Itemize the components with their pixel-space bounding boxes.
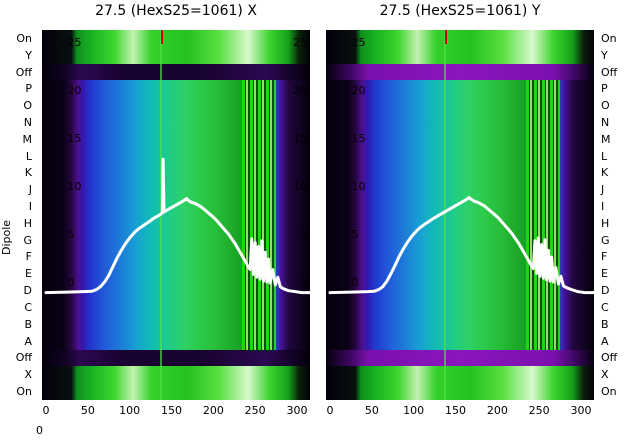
x-axis-ticks-right: 0 50 100 150 200 250 300 — [326, 404, 594, 418]
x-tick-label: 50 — [364, 404, 379, 417]
x-tick-label: 200 — [486, 404, 508, 417]
row-label: H — [23, 216, 32, 230]
red-marker-tick — [444, 30, 447, 44]
row-label: X — [601, 368, 609, 382]
dipole-row-labels-left: On Y Off P O N M L K J I H G F E D C B A Off X On — [0, 30, 32, 400]
row-label: Off — [601, 351, 618, 365]
x-tick-label: 100 — [403, 404, 425, 417]
row-label: Y — [25, 48, 32, 62]
x-tick-label: 50 — [80, 404, 95, 417]
row-label: K — [601, 166, 609, 180]
row-label: L — [25, 149, 32, 163]
row-label: I — [28, 200, 32, 214]
row-label: Off — [15, 351, 32, 365]
x-tick-label: 0 — [326, 404, 334, 417]
x-tick-label: 300 — [570, 404, 592, 417]
row-label: Y — [601, 48, 608, 62]
x-tick-label: 100 — [119, 404, 141, 417]
row-label: N — [23, 115, 32, 129]
profile-line — [44, 157, 310, 295]
row-label: C — [601, 300, 609, 314]
row-label: K — [24, 166, 32, 180]
row-label: J — [28, 183, 32, 197]
plot-title-x: 27.5 (HexS25=1061) X — [95, 3, 257, 19]
band-off-top — [42, 63, 310, 81]
red-marker-tick — [160, 30, 163, 44]
band-off-bottom — [326, 349, 594, 367]
row-label: P — [601, 82, 608, 96]
row-label: On — [601, 384, 617, 398]
row-label: E — [25, 267, 32, 281]
row-label: F — [25, 250, 32, 264]
row-label: P — [25, 82, 32, 96]
band-on-y — [326, 30, 594, 64]
green-spike-line — [443, 30, 446, 400]
row-label: I — [601, 200, 605, 214]
row-label: M — [601, 132, 611, 146]
row-label: M — [22, 132, 33, 146]
row-label: Off — [601, 65, 618, 79]
row-label: B — [24, 317, 32, 331]
heatmap-plot-y: - 25- 20- 15- 10- 5- 0 — [326, 30, 594, 400]
plot-title-y: 27.5 (HexS25=1061) Y — [379, 3, 541, 19]
x-tick-label: 200 — [202, 404, 224, 417]
row-label: C — [24, 300, 32, 314]
row-label: O — [23, 99, 32, 113]
profile-curve-y — [328, 196, 594, 295]
row-label: G — [23, 233, 32, 247]
row-label: H — [601, 216, 610, 230]
band-off-bottom — [42, 349, 310, 367]
row-label: On — [16, 31, 32, 45]
profile-curve-x — [44, 157, 310, 295]
row-label: X — [24, 368, 32, 382]
row-label: D — [23, 284, 32, 298]
x-axis-ticks-left: 0 50 100 150 200 250 300 — [42, 404, 310, 418]
row-label: D — [601, 284, 610, 298]
stripe-region — [241, 30, 277, 400]
row-label: On — [16, 384, 32, 398]
x-tick-label: 150 — [445, 404, 466, 417]
row-label: O — [601, 99, 610, 113]
profile-line — [328, 196, 594, 295]
row-label: N — [601, 115, 610, 129]
row-label: A — [24, 334, 32, 348]
band-x-on — [326, 366, 594, 400]
corner-zero-label: 0 — [36, 424, 43, 437]
x-tick-label: 250 — [244, 404, 266, 417]
band-x-on — [42, 366, 310, 400]
row-label: Off — [15, 65, 32, 79]
row-label: G — [601, 233, 610, 247]
dipole-row-labels-right: On Y Off P O N M L K J I H G F E D C B A Off X On — [601, 30, 639, 400]
row-label: On — [601, 31, 617, 45]
x-tick-label: 150 — [161, 404, 182, 417]
row-label: L — [601, 149, 608, 163]
row-label: F — [601, 250, 608, 264]
stripe-region — [525, 30, 561, 400]
heatmap-plot-x: - 25- 20- 15- 10- 5- 0 25 20 15 10 5 0 — [42, 30, 310, 400]
x-tick-label: 300 — [286, 404, 308, 417]
row-label: B — [601, 317, 609, 331]
band-on-y — [42, 30, 310, 64]
row-label: J — [601, 183, 605, 197]
x-tick-label: 250 — [528, 404, 550, 417]
band-off-top — [326, 63, 594, 81]
row-label: A — [601, 334, 609, 348]
row-label: E — [601, 267, 608, 281]
x-tick-label: 0 — [42, 404, 50, 417]
